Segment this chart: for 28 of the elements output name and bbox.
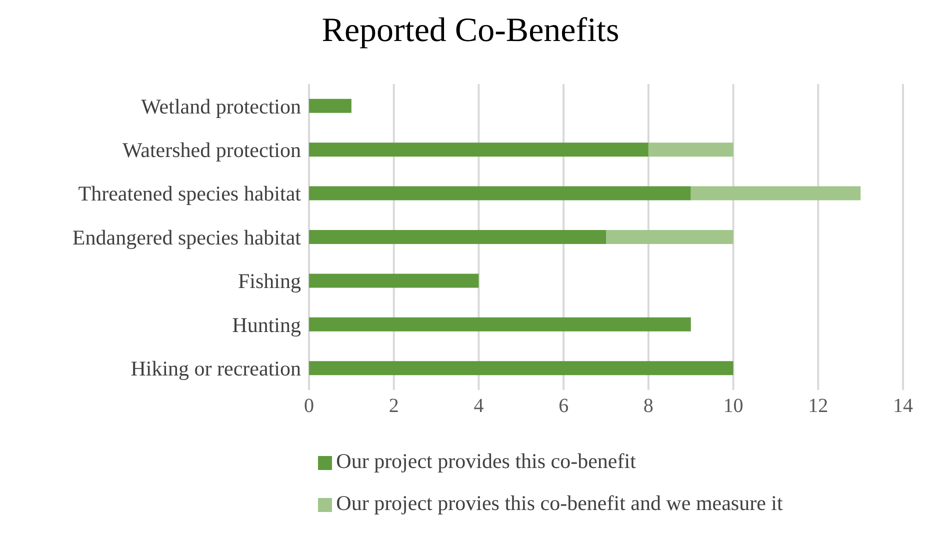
x-tick-label: 6 [558, 395, 569, 418]
y-tick-label: Hiking or recreation [130, 356, 302, 381]
x-tick-label: 10 [723, 395, 744, 418]
bar [309, 186, 691, 200]
chart-title: Reported Co-Benefits [320, 11, 620, 51]
y-tick-label: Watershed protection [122, 138, 302, 162]
x-tick-label: 2 [388, 395, 399, 418]
x-tick-label: 8 [643, 395, 654, 418]
y-tick-label: Fishing [238, 269, 302, 294]
y-tick-label: Endangered species habitat [72, 225, 302, 250]
bar [309, 274, 479, 288]
x-tick-label: 14 [893, 395, 913, 418]
bar [309, 230, 606, 244]
x-tick-label: 4 [474, 395, 484, 418]
y-tick-label: Hunting [232, 312, 302, 337]
legend-label: Our project provides this co-benefit [336, 449, 636, 473]
bar [309, 142, 648, 157]
bar [309, 98, 352, 113]
bar [690, 186, 861, 200]
bar [606, 230, 734, 244]
bar [309, 361, 734, 376]
y-tick-label: Threatened species habitat [78, 182, 302, 206]
bar [309, 317, 691, 332]
bar [648, 142, 734, 157]
x-tick-label: 0 [304, 395, 314, 418]
y-tick-label: Wetland protection [141, 94, 302, 118]
x-tick-label: 12 [808, 395, 828, 418]
legend-label: Our project provies this co-benefit and we measure it [336, 491, 783, 515]
